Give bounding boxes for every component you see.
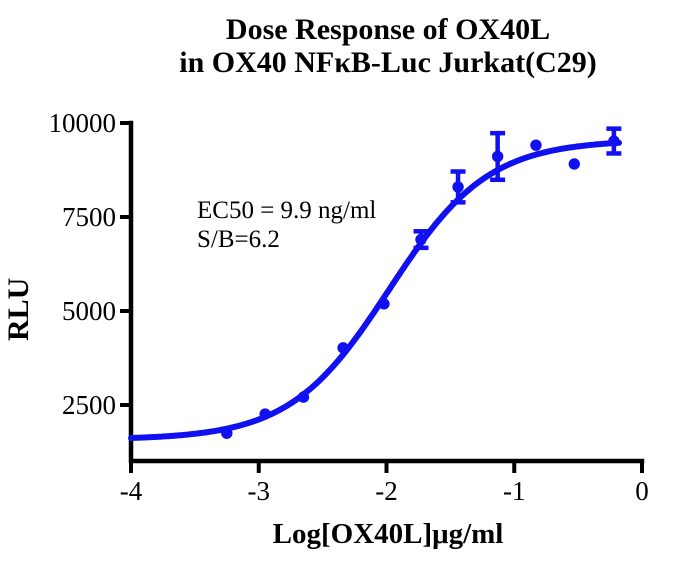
data-point [415, 233, 427, 246]
chart-title: Dose Response of OX40L in OX40 NFκB-Luc … [80, 13, 696, 79]
x-axis-label: Log[OX40L]μg/ml [272, 518, 504, 550]
data-point [568, 158, 580, 170]
x-tick-label: -3 [247, 476, 271, 506]
x-tick-label: 0 [635, 476, 649, 506]
y-tick-label: 2500 [62, 390, 116, 420]
chart-title-line1: Dose Response of OX40L [225, 13, 551, 46]
fit-annotation: EC50 = 9.9 ng/ml S/B=6.2 [197, 196, 376, 254]
y-tick-label: 5000 [62, 296, 116, 326]
data-point [221, 427, 233, 439]
x-tick-label: -4 [119, 476, 143, 506]
y-tick-label: 7500 [62, 202, 116, 232]
x-tick-label: -2 [375, 476, 398, 506]
data-point [491, 150, 504, 163]
chart-title-line2: in OX40 NFκB-Luc Jurkat(C29) [179, 46, 597, 79]
data-point [378, 298, 390, 310]
data-point [297, 391, 310, 403]
x-tick-label: -1 [503, 476, 526, 506]
data-point [259, 408, 271, 420]
signal-background-annotation: S/B=6.2 [197, 226, 280, 253]
data-point [452, 181, 464, 193]
data-point [530, 139, 542, 151]
data-point [337, 342, 349, 354]
fit-curve [128, 139, 622, 441]
data-point [608, 135, 620, 147]
ec50-annotation: EC50 = 9.9 ng/ml [197, 197, 377, 224]
y-tick-label: 10000 [48, 108, 117, 138]
